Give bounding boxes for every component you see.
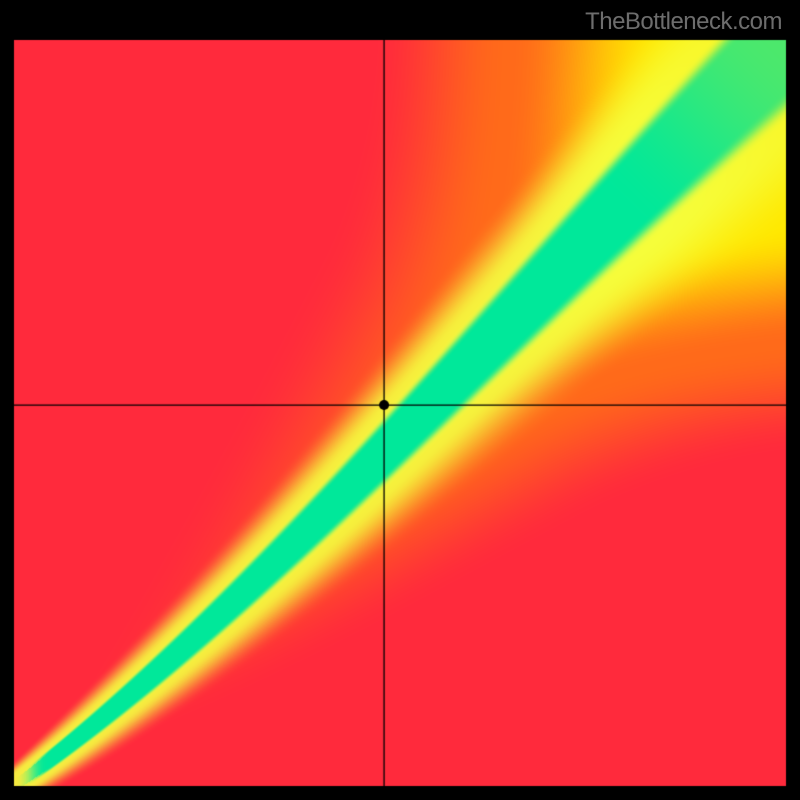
heatmap-canvas	[0, 0, 800, 800]
chart-container: TheBottleneck.com	[0, 0, 800, 800]
watermark-text: TheBottleneck.com	[585, 8, 782, 36]
